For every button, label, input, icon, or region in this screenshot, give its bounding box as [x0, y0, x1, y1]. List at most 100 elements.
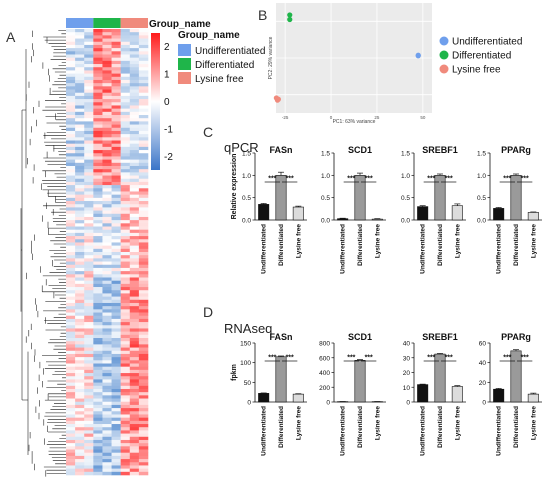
heatmap-cell — [111, 121, 121, 125]
bar-ytick-label: 800 — [319, 341, 330, 348]
dendrogram-lines — [20, 30, 66, 477]
heatmap-cell — [120, 70, 131, 74]
heatmap-cell — [84, 277, 94, 281]
heatmap-cell — [84, 143, 94, 148]
bar-ytick-label: 1.0 — [242, 173, 251, 180]
heatmap-cell — [120, 181, 131, 186]
heatmap-cell — [129, 216, 140, 221]
heatmap-cell — [111, 255, 121, 259]
heatmap-cell — [66, 185, 76, 189]
heatmap-cell — [93, 121, 103, 125]
heatmap-cell — [66, 411, 76, 415]
colorbar-tick: 1 — [164, 70, 170, 81]
heatmap-cell — [75, 312, 85, 317]
heatmap-cell — [138, 111, 149, 116]
heatmap-cell — [84, 204, 94, 208]
heatmap-cell — [84, 357, 94, 361]
heatmap-cell — [84, 299, 94, 304]
heatmap-cell — [66, 194, 76, 199]
heatmap-cell — [111, 350, 121, 355]
heatmap-cell — [129, 239, 140, 243]
heatmap-cell — [138, 436, 149, 441]
heatmap-cell — [75, 181, 85, 186]
heatmap-cell — [84, 363, 94, 367]
heatmap-cell — [129, 443, 140, 447]
heatmap-cell — [102, 146, 112, 151]
heatmap-cell — [84, 274, 94, 278]
heatmap-cell — [129, 255, 140, 259]
heatmap-cell — [66, 420, 76, 425]
heatmap-cell — [120, 140, 131, 144]
heatmap-cell — [111, 95, 121, 100]
heatmap-cell — [84, 130, 94, 135]
heatmap-cell — [120, 379, 131, 383]
heatmap-cell — [120, 79, 131, 84]
bar — [493, 388, 505, 403]
heatmap-cell — [66, 229, 76, 234]
heatmap-cell — [66, 452, 76, 457]
heatmap-cell — [102, 439, 112, 444]
heatmap-cell — [102, 236, 112, 240]
heatmap-cell — [84, 280, 94, 285]
heatmap-cell — [120, 347, 131, 352]
heatmap-cell — [129, 245, 140, 250]
heatmap-cell — [93, 169, 103, 173]
heatmap-cell — [75, 395, 85, 399]
heatmap-cell — [66, 197, 76, 202]
heatmap-cell — [75, 191, 85, 195]
heatmap-cell — [120, 89, 131, 94]
heatmap-cell — [102, 248, 112, 253]
heatmap-cell — [66, 181, 76, 186]
heatmap-cell — [84, 67, 94, 71]
heatmap-cell — [138, 334, 149, 339]
heatmap-cell — [66, 306, 76, 310]
heatmap-cell — [138, 388, 149, 393]
bar-ytick-label: 50 — [244, 380, 252, 387]
heatmap-cell — [138, 258, 149, 262]
heatmap-cell — [138, 283, 149, 288]
heatmap-cell — [102, 306, 112, 310]
heatmap-cell — [66, 360, 76, 364]
heatmap-cell — [111, 223, 121, 227]
heatmap-cell — [75, 264, 85, 269]
heatmap-cell — [129, 350, 140, 355]
heatmap-cell — [93, 236, 103, 240]
heatmap-cell — [66, 248, 76, 253]
heatmap-cell — [93, 318, 103, 323]
heatmap-cell — [75, 118, 85, 122]
heatmap-cell — [120, 137, 131, 141]
heatmap-cell — [111, 462, 121, 466]
heatmap-cell — [66, 302, 76, 307]
bar-ytick-label: 150 — [240, 341, 251, 348]
heatmap-cell — [75, 35, 85, 39]
heatmap-cell — [138, 277, 149, 281]
heatmap-cell — [84, 83, 94, 87]
heatmap-cell — [93, 325, 103, 329]
heatmap-cell — [138, 296, 149, 301]
heatmap-cell — [138, 105, 149, 109]
heatmap-cell — [111, 424, 121, 428]
heatmap-cell — [129, 357, 140, 361]
heatmap-cell — [120, 363, 131, 367]
heatmap-cell — [111, 459, 121, 463]
heatmap-cell — [66, 99, 76, 103]
heatmap-cell — [93, 95, 103, 100]
heatmap-cell — [66, 108, 76, 113]
heatmap-cell — [93, 315, 103, 320]
heatmap-cell — [120, 312, 131, 317]
heatmap-cell — [102, 417, 112, 422]
heatmap-cell — [111, 32, 121, 36]
heatmap-cell — [84, 105, 94, 109]
heatmap-cell — [66, 64, 76, 68]
heatmap-cell — [84, 341, 94, 345]
heatmap-cell — [93, 178, 103, 183]
heatmap-cell — [84, 232, 94, 237]
heatmap-cell — [93, 274, 103, 278]
heatmap-cell — [93, 226, 103, 230]
heatmap-cell — [129, 452, 140, 457]
bar-ytick-label: 0.0 — [242, 218, 251, 225]
pca-xtick: 50 — [420, 115, 426, 120]
heatmap-cell — [93, 306, 103, 310]
heatmap-cell — [75, 188, 85, 192]
bar-ytick-label: 30 — [403, 355, 411, 362]
